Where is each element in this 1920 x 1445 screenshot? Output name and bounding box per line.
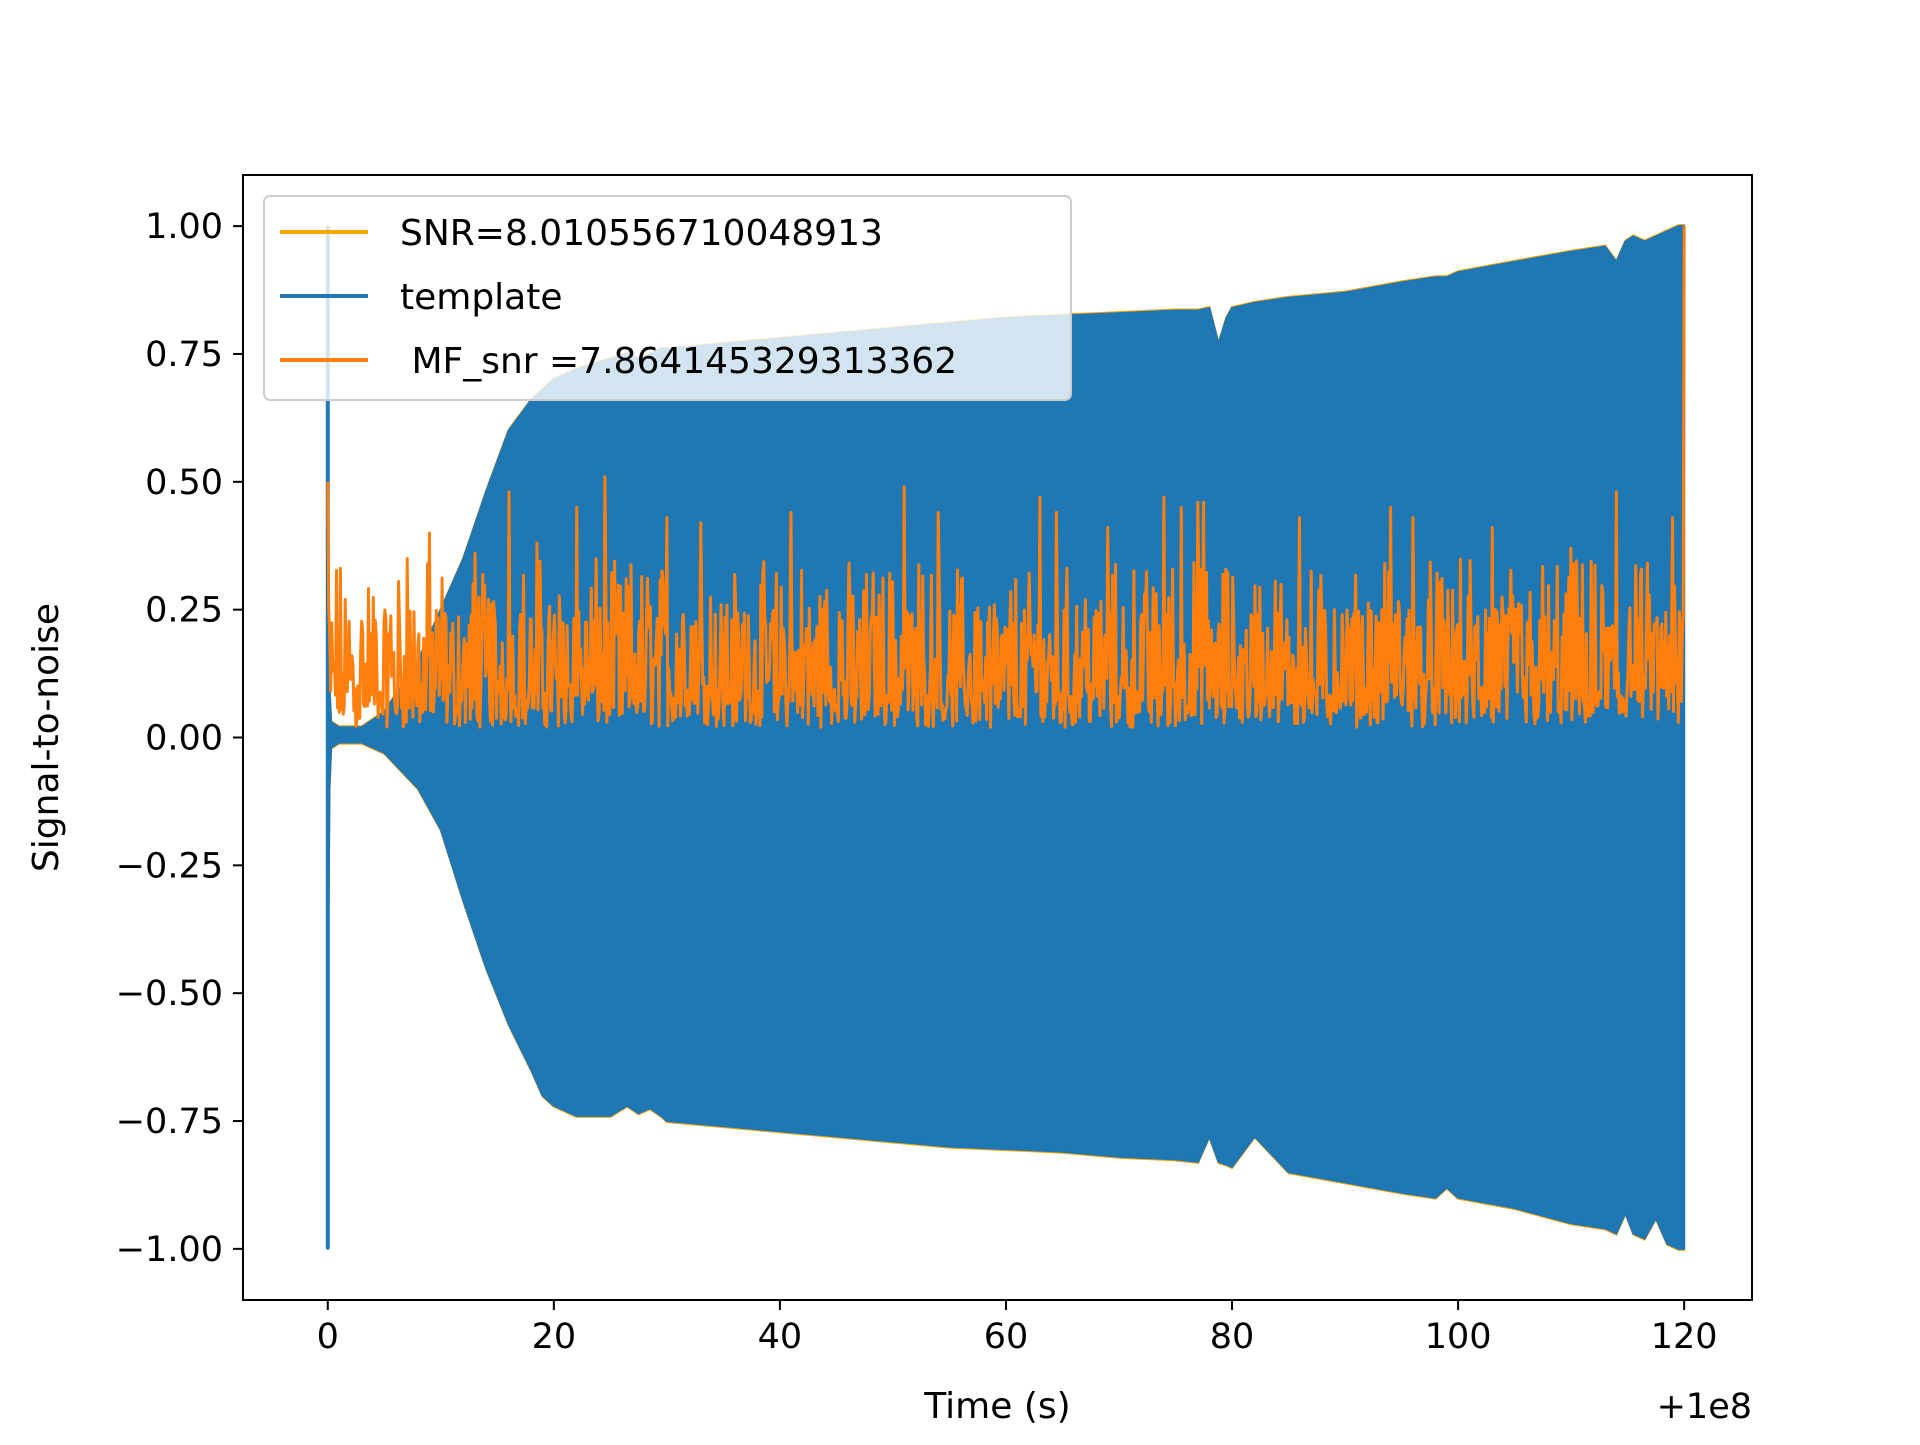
x-tick-label: 80 — [1210, 1317, 1255, 1357]
legend: SNR=8.010556710048913 template MF_snr =7.… — [263, 195, 1072, 401]
x-axis-offset-label: +1e8 — [1657, 1387, 1752, 1427]
legend-label: MF_snr =7.864145329313362 — [400, 341, 957, 382]
y-tick-label: 1.00 — [145, 207, 223, 247]
x-tick-label: 100 — [1425, 1317, 1492, 1357]
y-axis: 1.00 0.75 0.50 0.25 0.00 −0.25 −0.50 −0.75 −1.00 — [116, 207, 243, 1270]
y-tick-label: −0.50 — [116, 974, 223, 1014]
axes-frame — [242, 174, 1753, 1301]
x-axis: 0 20 40 60 80 100 120 — [317, 1300, 1718, 1357]
x-tick-label: 120 — [1651, 1317, 1718, 1357]
y-tick-label: 0.50 — [145, 463, 223, 503]
series-mf-snr-line — [326, 226, 1686, 729]
plot-area — [325, 224, 1686, 1251]
y-tick-label: 0.75 — [145, 335, 223, 375]
y-tick-label: −1.00 — [116, 1230, 223, 1270]
x-tick-label: 0 — [317, 1317, 339, 1357]
legend-label: template — [400, 277, 563, 318]
x-tick-label: 60 — [984, 1317, 1029, 1357]
legend-box — [263, 195, 1072, 401]
y-tick-label: −0.75 — [116, 1102, 223, 1142]
y-axis-title: Signal-to-noise — [26, 603, 67, 872]
y-tick-label: 0.00 — [145, 719, 223, 759]
legend-label: SNR=8.010556710048913 — [400, 213, 883, 254]
y-tick-label: 0.25 — [145, 591, 223, 631]
x-tick-label: 40 — [758, 1317, 803, 1357]
x-axis-title: Time (s) — [923, 1386, 1070, 1427]
x-tick-label: 20 — [532, 1317, 577, 1357]
y-tick-label: −0.25 — [116, 846, 223, 886]
